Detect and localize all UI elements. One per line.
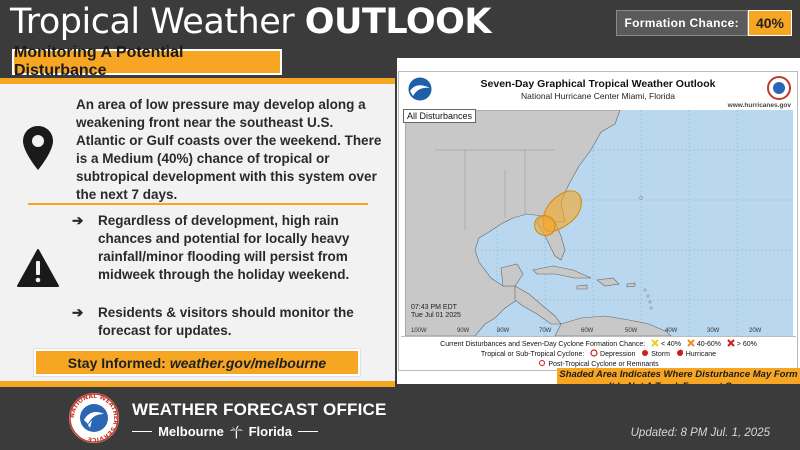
legend-high: > 60% [736, 341, 757, 348]
summary-text: An area of low pressure may develop alon… [76, 97, 382, 202]
medium-chance-x-icon [687, 339, 695, 347]
title-bold: OUTLOOK [304, 2, 492, 42]
map-time: 07:43 PM EDT [411, 304, 457, 311]
title-light: Tropical Weather [10, 2, 295, 42]
map-pin-icon [23, 126, 53, 170]
formation-chance-value: 40% [747, 10, 792, 36]
longitude-label: 30W [707, 328, 720, 334]
map-title: Seven-Day Graphical Tropical Weather Out… [480, 78, 716, 90]
longitude-label: 20W [749, 328, 762, 334]
legend-low: < 40% [661, 341, 682, 348]
map-timestamp: 07:43 PM EDT Tue Jul 01 2025 [411, 304, 461, 320]
legend-row-post: Post-Tropical Cyclone or Remnants [401, 359, 796, 369]
legend-row-cyclone: Tropical or Sub-Tropical Cyclone: Depres… [401, 349, 796, 359]
divider [28, 203, 368, 205]
nws-seal-icon: NATIONAL WEATHER SERVICE [69, 393, 119, 443]
bullet-monitor: ➔ Residents & visitors should monitor th… [72, 304, 388, 340]
stay-informed-banner: Stay Informed: weather.gov/melbourne [34, 349, 360, 376]
legend-post: Post-Tropical Cyclone or Remnants [548, 361, 659, 368]
legend-mid: 40-60% [696, 341, 721, 348]
arrow-icon: ➔ [72, 305, 84, 320]
rule-right [297, 431, 319, 432]
updated-timestamp: Updated: 8 PM Jul. 1, 2025 [630, 427, 770, 439]
disturbance-selector[interactable]: All Disturbances [403, 109, 477, 123]
map-date: Tue Jul 01 2025 [411, 312, 461, 319]
map-website: www.hurricanes.gov [727, 102, 791, 109]
noaa-logo-icon [407, 76, 433, 102]
formation-chance-badge: Formation Chance: 40% [615, 10, 792, 36]
map-subtitle: National Hurricane Center Miami, Florida [520, 91, 675, 101]
page-title: Tropical Weather OUTLOOK [10, 2, 492, 42]
legend-depression: Depression [600, 351, 636, 358]
header-bar: Tropical Weather OUTLOOK Formation Chanc… [0, 0, 800, 50]
outlook-map: Seven-Day Graphical Tropical Weather Out… [398, 71, 798, 371]
low-chance-x-icon [651, 339, 659, 347]
rule-left [132, 431, 153, 432]
accent-stripe [0, 78, 395, 84]
longitude-label: 50W [625, 328, 638, 334]
high-chance-x-icon [727, 339, 735, 347]
warning-triangle-icon [17, 249, 59, 287]
legend-cyclone-label: Tropical or Sub-Tropical Cyclone: [480, 351, 585, 358]
text-panel [0, 84, 395, 384]
longitude-label: 40W [665, 328, 678, 334]
post-tropical-icon [539, 360, 546, 366]
longitude-label: 100W [411, 328, 427, 334]
arrow-icon: ➔ [72, 213, 84, 228]
legend-storm: Storm [651, 351, 670, 358]
stay-informed-label: Stay Informed: [67, 354, 166, 371]
bullet-rain: ➔ Regardless of development, high rain c… [72, 212, 388, 284]
office-name: WEATHER FORECAST OFFICE [132, 400, 387, 419]
footer-accent-stripe [0, 381, 395, 387]
shade-note-line1: Shaded Area Indicates Where Disturbance … [559, 369, 798, 380]
stay-informed-link[interactable]: weather.gov/melbourne [169, 354, 327, 371]
longitude-label: 80W [497, 328, 510, 334]
bullet-monitor-text: Residents & visitors should monitor the … [98, 305, 354, 338]
formation-chance-label: Formation Chance: [615, 10, 748, 36]
subtitle-banner: Monitoring A Potential Disturbance [12, 44, 282, 79]
depression-icon [590, 349, 598, 357]
longitude-label: 60W [581, 328, 594, 334]
longitude-label: 90W [457, 328, 470, 334]
legend-chance-label: Current Disturbances and Seven-Day Cyclo… [440, 341, 646, 348]
map-graphic [405, 110, 793, 336]
footer-bar [0, 384, 800, 450]
office-location: Melbourne Florida [132, 424, 319, 439]
longitude-label: 70W [539, 328, 552, 334]
nws-small-logo-icon [767, 76, 791, 100]
map-legend: Current Disturbances and Seven-Day Cyclo… [401, 336, 796, 368]
legend-row-chance: Current Disturbances and Seven-Day Cyclo… [401, 339, 796, 349]
palm-tree-icon [229, 425, 243, 438]
storm-icon [642, 350, 649, 356]
hurricane-icon [676, 349, 683, 356]
office-state: Florida [248, 424, 292, 439]
bullet-rain-text: Regardless of development, high rain cha… [98, 213, 350, 282]
legend-hurricane: Hurricane [685, 351, 717, 358]
office-city: Melbourne [158, 424, 224, 439]
